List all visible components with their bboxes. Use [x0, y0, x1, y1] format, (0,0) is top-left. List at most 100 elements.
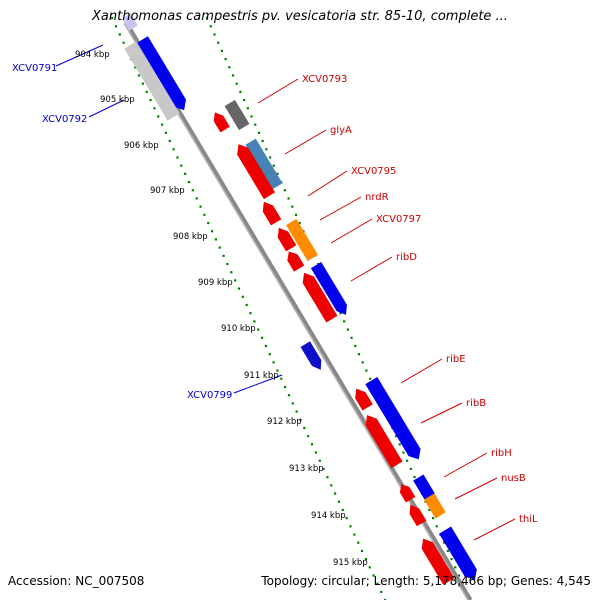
tick-dot — [406, 459, 409, 462]
gene-label: ribD — [396, 252, 417, 263]
leader-line — [473, 518, 516, 541]
tick-dot — [283, 189, 286, 192]
rrna-feature — [286, 218, 318, 262]
tick-dot — [365, 369, 368, 372]
tick-dot — [149, 98, 152, 102]
tick-dot — [260, 336, 264, 339]
tick-dot — [184, 172, 187, 175]
tick-dot — [187, 180, 191, 184]
tick-dot — [284, 385, 287, 389]
tick-dot — [276, 172, 279, 175]
tick-dot — [111, 17, 114, 20]
grey-feature — [224, 99, 250, 131]
tick-dot — [376, 582, 379, 585]
reverse-feature — [355, 388, 373, 411]
tick-dot — [291, 402, 294, 405]
tick-dot — [261, 139, 264, 143]
scale-label: 907 kbp — [150, 186, 185, 196]
scale-label: 913 kbp — [289, 464, 324, 474]
leader-line — [330, 218, 373, 244]
leader-line — [400, 358, 443, 384]
gene-label: thiL — [519, 514, 538, 525]
tick-dot — [280, 377, 283, 380]
leader-line — [307, 170, 348, 197]
tick-dot — [228, 66, 231, 69]
tick-dot — [250, 115, 253, 118]
scale-label: 912 kbp — [267, 417, 302, 427]
tick-dot — [330, 484, 333, 487]
tick-dot — [153, 107, 156, 110]
leader-line — [233, 374, 283, 394]
tick-dot — [343, 320, 346, 323]
tick-dot — [249, 312, 252, 315]
reverse-feature — [399, 484, 416, 503]
tick-dot — [294, 213, 298, 216]
scale-label: 909 kbp — [198, 278, 233, 288]
tick-dot — [431, 517, 435, 520]
tick-dot — [264, 344, 268, 348]
gene-label: XCV0792 — [42, 114, 87, 125]
gene-label: XCV0799 — [187, 390, 232, 401]
tick-dot — [157, 115, 160, 118]
gene-labels: XCV0791 XCV0792 XCV0799 XCV0793 glyA XCV0795 n… — [12, 63, 538, 525]
tick-dot — [326, 476, 329, 479]
gene-label: nrdR — [365, 192, 389, 203]
tick-dot — [207, 221, 210, 225]
tick-dot — [322, 467, 325, 471]
forward-feature — [365, 376, 421, 460]
tick-dot — [241, 295, 244, 298]
tick-dot — [239, 90, 242, 93]
scale-label: 908 kbp — [173, 232, 208, 242]
reverse-feature — [302, 272, 338, 323]
leader-line — [454, 477, 498, 500]
scale-label: 914 kbp — [311, 511, 346, 521]
gene-label: ribB — [466, 398, 486, 409]
leader-line — [284, 129, 327, 155]
tick-dot — [234, 279, 237, 282]
features — [122, 13, 477, 585]
tick-dot — [409, 467, 412, 471]
tick-dot — [310, 443, 314, 446]
tick-dot — [345, 517, 348, 520]
reverse-feature — [277, 227, 297, 252]
tick-dot — [210, 230, 214, 233]
tick-dot — [134, 66, 137, 69]
leader-line — [319, 196, 362, 221]
tick-dot — [272, 164, 275, 167]
gene-label: XCV0791 — [12, 63, 57, 74]
tick-dot — [145, 90, 148, 93]
tick-dot — [368, 377, 372, 380]
leader-line — [257, 78, 299, 104]
leader-line — [443, 452, 488, 478]
tick-dot — [413, 476, 416, 479]
leader-line — [420, 402, 463, 424]
tick-dot — [450, 558, 453, 561]
tick-dot — [246, 107, 249, 110]
tick-dot — [257, 131, 261, 134]
tick-dot — [164, 131, 168, 134]
tick-dot — [341, 508, 344, 512]
scale-label: 906 kbp — [124, 141, 159, 151]
tick-dot — [203, 213, 206, 216]
tick-dot — [230, 271, 233, 274]
tick-dot — [349, 525, 352, 528]
leader-line — [350, 256, 393, 282]
tick-dot — [353, 533, 356, 536]
scale-label: 910 kbp — [221, 324, 256, 334]
tick-dot — [334, 492, 337, 495]
tick-dot — [222, 254, 225, 257]
tick-dot — [180, 164, 183, 167]
tick-dot — [231, 74, 235, 77]
gene-label: nusB — [501, 473, 526, 484]
scale-labels: 904 kbp 905 kbp 906 kbp 907 kbp 908 kbp 909 k… — [75, 50, 368, 568]
scale-label: 904 kbp — [75, 50, 110, 60]
backbone-line — [123, 21, 473, 600]
gene-label: XCV0797 — [376, 214, 421, 225]
tick-dot — [287, 197, 290, 200]
reverse-feature — [287, 251, 305, 272]
tick-dot — [220, 49, 224, 52]
tick-dot — [224, 57, 227, 61]
tick-dot — [114, 25, 118, 28]
tick-dot — [435, 525, 438, 528]
tick-dot — [141, 82, 144, 85]
